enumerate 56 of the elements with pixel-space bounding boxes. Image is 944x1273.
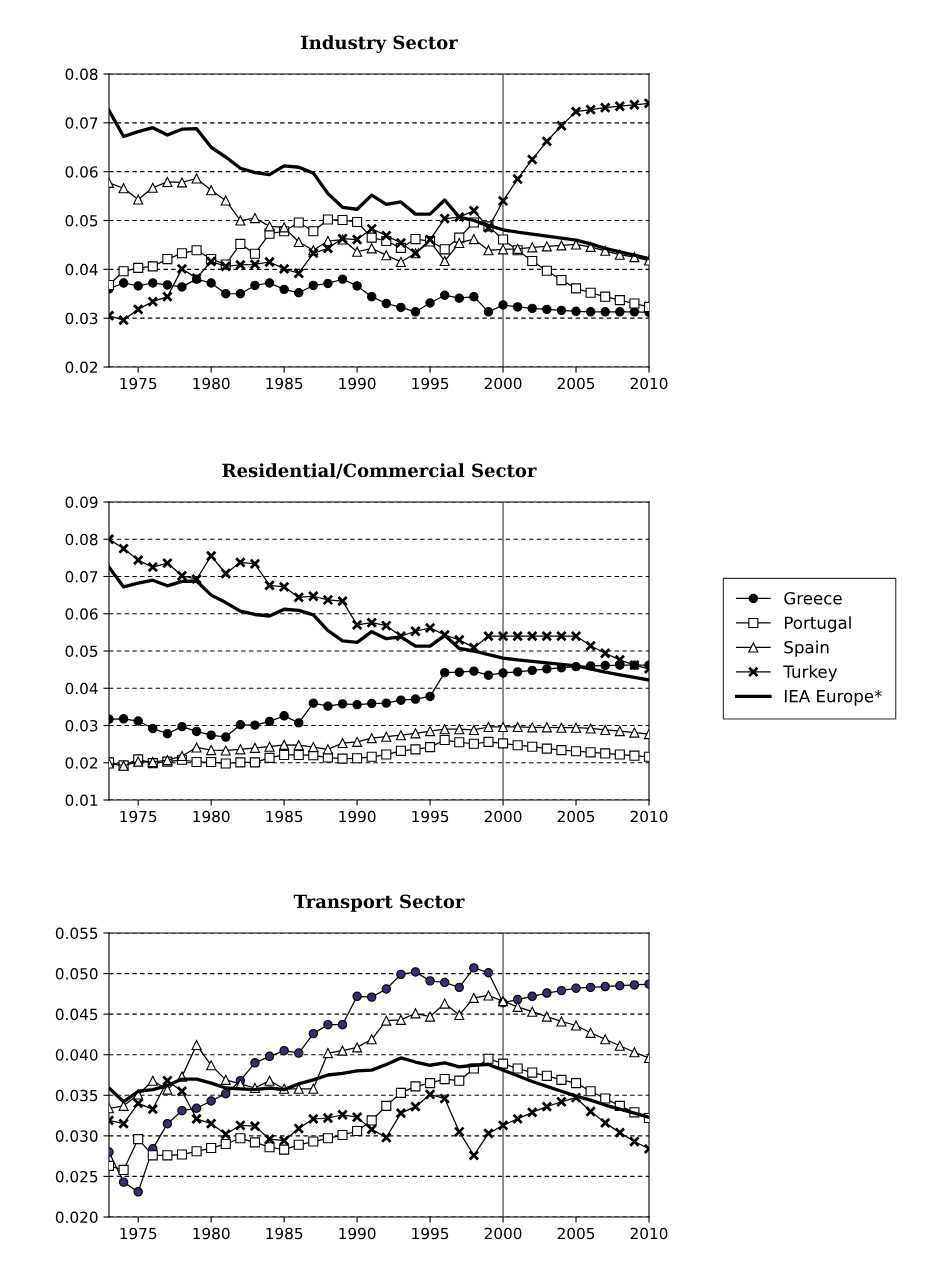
x-tick-label: 2005 — [557, 377, 595, 390]
y-tick-label: 0.02 — [65, 757, 98, 769]
x-tick-label: 2005 — [557, 810, 595, 823]
x-tick-label: 1975 — [120, 810, 157, 823]
y-tick-label: 0.05 — [65, 645, 98, 658]
x-tick-label: 2010 — [630, 1227, 668, 1240]
x-tick-label: 1995 — [412, 810, 449, 823]
x-tick-label: 1995 — [412, 377, 449, 390]
x-tick-label: 2000 — [484, 1227, 522, 1240]
x-tick-label: 1985 — [266, 1227, 303, 1240]
chart-title: Transport Sector — [293, 894, 465, 912]
y-tick-label: 0.05 — [65, 214, 98, 227]
legend-label: IEA Europe* — [784, 689, 882, 706]
x-tick-label: 2010 — [630, 377, 668, 390]
x-tick-label: 1990 — [339, 810, 376, 823]
x-tick-label: 1975 — [120, 377, 157, 390]
legend-label: Turkey — [783, 665, 838, 682]
y-tick-label: 0.07 — [65, 570, 98, 583]
x-tick-label: 1990 — [339, 1227, 376, 1240]
x-tick-label: 2000 — [484, 810, 522, 823]
chart-title: Industry Sector — [301, 35, 458, 54]
y-tick-label: 0.020 — [55, 1211, 98, 1224]
legend-label: Greece — [784, 591, 842, 605]
y-tick-label: 0.045 — [55, 1008, 98, 1021]
y-tick-label: 0.06 — [65, 608, 98, 620]
y-tick-label: 0.055 — [55, 927, 98, 940]
x-tick-label: 1995 — [412, 1227, 449, 1240]
y-tick-label: 0.050 — [55, 968, 98, 980]
y-tick-label: 0.04 — [65, 263, 98, 276]
y-tick-label: 0.08 — [65, 68, 98, 81]
x-tick-label: 1990 — [339, 377, 376, 390]
y-tick-label: 0.040 — [55, 1049, 98, 1061]
y-tick-label: 0.03 — [65, 312, 98, 325]
y-tick-label: 0.04 — [65, 682, 98, 695]
x-tick-label: 1980 — [193, 810, 230, 823]
y-tick-label: 0.08 — [65, 533, 98, 546]
x-tick-label: 2005 — [557, 1227, 595, 1240]
y-tick-label: 0.07 — [65, 117, 98, 129]
legend-label: Portugal — [784, 616, 851, 633]
x-tick-label: 2000 — [484, 377, 522, 390]
y-tick-label: 0.025 — [55, 1170, 98, 1183]
y-tick-label: 0.01 — [65, 794, 98, 807]
y-tick-label: 0.030 — [55, 1130, 98, 1142]
x-tick-label: 2010 — [630, 810, 668, 823]
legend-label: Spain — [784, 640, 829, 657]
y-tick-label: 0.035 — [55, 1089, 98, 1102]
x-tick-label: 1980 — [193, 1227, 230, 1240]
y-tick-label: 0.09 — [65, 496, 98, 509]
x-tick-label: 1980 — [193, 377, 230, 390]
y-tick-label: 0.03 — [65, 719, 98, 732]
y-tick-label: 0.06 — [65, 166, 98, 178]
chart-title: Residential/Commercial Sector — [222, 463, 537, 479]
x-tick-label: 1985 — [266, 810, 303, 823]
x-tick-label: 1985 — [266, 377, 303, 390]
y-tick-label: 0.02 — [65, 361, 98, 374]
x-tick-label: 1975 — [120, 1227, 157, 1240]
